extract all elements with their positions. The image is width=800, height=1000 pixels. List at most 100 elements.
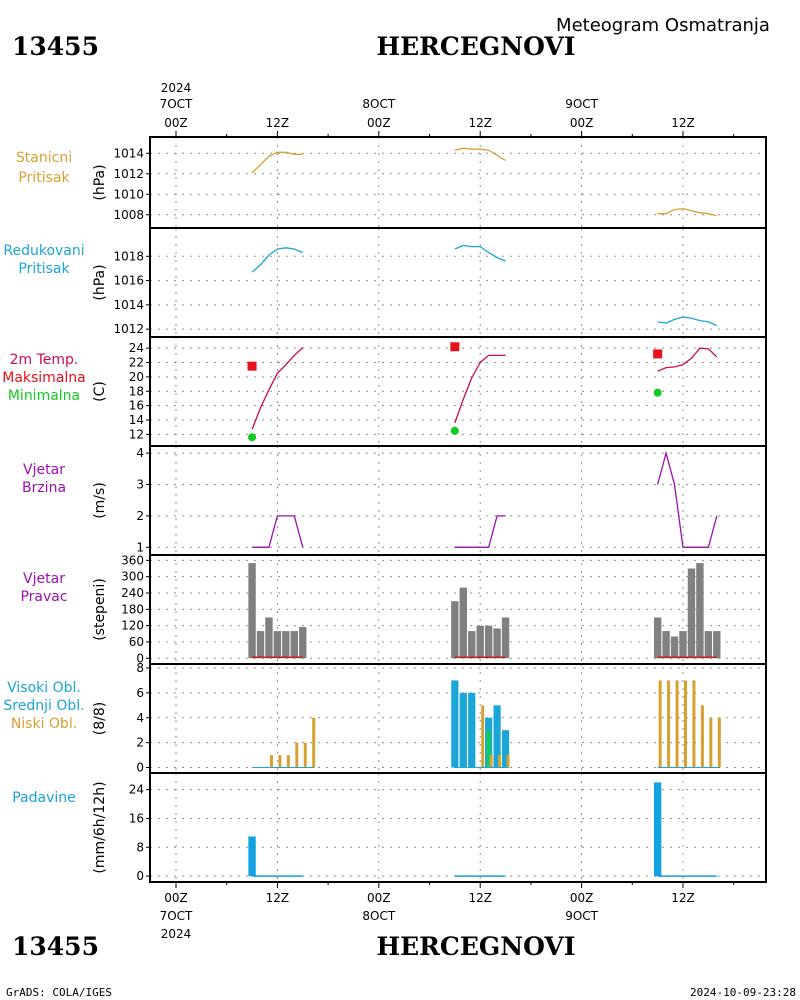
wind-dir-bar: [256, 631, 265, 659]
y-axis-label: (hPa): [92, 264, 108, 300]
wind-dir-bar: [687, 568, 696, 659]
y-tick-label: 1010: [113, 187, 144, 201]
top-hour-label: 00Z: [570, 116, 594, 130]
y-tick-label: 22: [129, 356, 144, 370]
min-temp-marker: [248, 433, 257, 442]
y-tick-label: 3: [136, 478, 144, 492]
bottom-hour-label: 12Z: [266, 891, 290, 905]
precip-bar: [653, 782, 662, 877]
wind-dir-bar: [265, 617, 273, 659]
wind-dir-bar: [696, 563, 704, 659]
low-cloud-bar: [295, 742, 299, 768]
wind-dir-bar: [273, 631, 282, 659]
top-hour-label: 12Z: [671, 116, 695, 130]
y-tick-label: 8: [136, 840, 144, 854]
temperature-line: [251, 347, 304, 430]
wind-dir-bar: [451, 601, 459, 659]
low-cloud-bar: [506, 755, 510, 768]
panel-label: Visoki Obl.: [7, 680, 81, 696]
precip-bar: [248, 836, 256, 877]
max-temp-marker: [653, 349, 663, 359]
y-tick-label: 300: [121, 570, 144, 584]
top-year-label: 2024: [161, 81, 192, 95]
bottom-date-label: 7OCT: [160, 909, 193, 923]
y-tick-label: 180: [121, 602, 144, 616]
low-cloud-bar: [312, 717, 316, 768]
panel-label: Redukovani: [3, 243, 84, 259]
y-tick-label: 1012: [113, 167, 144, 181]
max-temp-marker: [450, 342, 460, 352]
y-tick-label: 60: [129, 635, 144, 649]
low-cloud-bar: [675, 680, 679, 768]
wind-dir-bar: [704, 631, 713, 659]
top-hour-label: 00Z: [367, 116, 391, 130]
low-cloud-bar: [717, 717, 721, 768]
bottom-hour-label: 12Z: [671, 891, 695, 905]
station-name-bottom: HERCEGNOVI: [376, 932, 575, 961]
y-tick-label: 1012: [113, 322, 144, 336]
high-cloud-bar: [451, 680, 459, 768]
wind-dir-bar: [670, 636, 679, 659]
top-date-label: 7OCT: [160, 97, 193, 111]
low-cloud-bar: [489, 755, 493, 768]
y-tick-label: 16: [129, 399, 144, 413]
low-cloud-bar: [692, 680, 696, 768]
low-cloud-bar: [278, 755, 282, 768]
panel-label: Srednji Obl.: [3, 698, 84, 714]
bottom-hour-label: 12Z: [468, 891, 492, 905]
panel-label: Niski Obl.: [11, 716, 77, 732]
mid-cloud-bar: [486, 730, 491, 768]
top-hour-label: 12Z: [468, 116, 492, 130]
y-tick-label: 0: [136, 761, 144, 775]
series-line: [656, 450, 718, 548]
low-cloud-bar: [481, 705, 485, 768]
wind-dir-bar: [484, 625, 493, 659]
y-tick-label: 18: [129, 384, 144, 398]
wind-dir-bar: [459, 587, 467, 659]
y-tick-label: 240: [121, 586, 144, 600]
y-tick-label: 1016: [113, 274, 144, 288]
high-cloud-bar: [493, 705, 501, 768]
panel-label: Maksimalna: [2, 370, 86, 386]
y-tick-label: 2: [136, 509, 144, 523]
wind-dir-bar: [468, 631, 476, 659]
bottom-date-label: 9OCT: [565, 909, 598, 923]
wind-dir-bar: [679, 631, 687, 659]
y-tick-label: 1: [136, 540, 144, 554]
bottom-year-label: 2024: [161, 927, 192, 941]
temperature-line: [454, 354, 506, 424]
y-tick-label: 1014: [113, 146, 144, 160]
series-line: [454, 147, 506, 162]
y-axis-label: (mm/6h/12h): [92, 781, 108, 873]
low-cloud-bar: [700, 705, 704, 768]
low-cloud-bar: [658, 680, 662, 768]
y-tick-label: 4: [136, 711, 144, 725]
series-line: [454, 244, 506, 262]
series-line: [454, 515, 506, 548]
y-tick-label: 2: [136, 736, 144, 750]
series-line: [251, 151, 303, 174]
top-date-label: 9OCT: [565, 97, 598, 111]
y-tick-label: 24: [129, 341, 144, 355]
y-tick-label: 4: [136, 446, 144, 460]
wind-dir-bar: [501, 617, 510, 659]
y-axis-label: (8/8): [92, 702, 108, 735]
y-tick-label: 14: [129, 413, 144, 427]
y-tick-label: 16: [129, 811, 144, 825]
top-hour-label: 12Z: [266, 116, 290, 130]
y-tick-label: 1018: [113, 249, 144, 263]
low-cloud-bar: [303, 742, 307, 768]
series-line: [252, 515, 304, 548]
y-axis-label: (C): [92, 381, 108, 402]
bottom-date-label: 8OCT: [362, 909, 395, 923]
wind-dir-bar: [653, 617, 662, 659]
temperature-line: [657, 347, 718, 372]
plot-layer: 1008101010121014(hPa)StanicniPritisak101…: [2, 97, 767, 923]
low-cloud-bar: [269, 755, 273, 768]
panel-label: Brzina: [22, 480, 66, 496]
product-title: Meteogram Osmatranja: [556, 15, 770, 36]
y-tick-label: 8: [136, 661, 144, 675]
panel-label: 2m Temp.: [10, 352, 79, 368]
high-cloud-bar: [501, 730, 510, 768]
y-tick-label: 1008: [113, 208, 144, 222]
